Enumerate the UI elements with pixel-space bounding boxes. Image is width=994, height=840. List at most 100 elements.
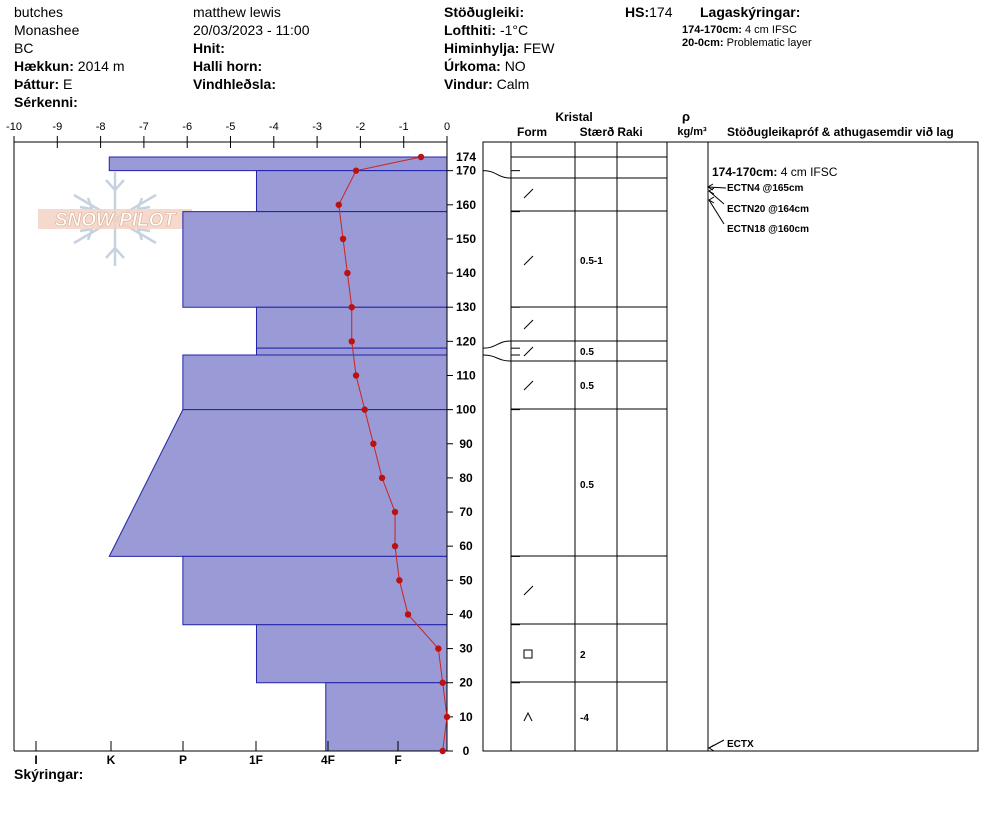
grain-size-label: 0.5	[580, 347, 594, 358]
grain-size-label: 0.5-1	[580, 256, 603, 267]
density-unit: kg/m³	[677, 126, 707, 138]
test-pointer	[708, 190, 725, 205]
form-header: Form	[517, 125, 547, 139]
height-tick-label: 150	[456, 232, 476, 246]
temp-tick-label: -1	[399, 121, 409, 133]
temperature-point	[391, 542, 399, 550]
temp-tick-label: -7	[139, 121, 149, 133]
grain-form-square-icon	[523, 649, 533, 659]
coords-label: Hnit:	[193, 40, 225, 56]
temperature-point	[404, 611, 412, 618]
temperature-point	[378, 474, 386, 482]
test-arrow-icon	[708, 196, 715, 204]
height-tick-label: 170	[456, 164, 476, 178]
grain-size-label: -4	[580, 713, 589, 724]
temp-tick-label: -4	[269, 121, 279, 133]
hardness-layer	[255, 624, 448, 684]
hardness-label: K	[107, 753, 116, 767]
temperature-point	[352, 167, 360, 174]
hardness-layer	[255, 347, 448, 356]
hardness-layer	[255, 170, 448, 213]
temperature-point	[361, 406, 368, 413]
layer-connector	[482, 340, 512, 349]
hardness-layer	[325, 682, 448, 752]
grain-form-depth-hoar-icon	[523, 711, 533, 722]
height-tick-label: 20	[459, 676, 473, 690]
temp-tick-label: -10	[6, 121, 22, 133]
temp-tick-label: -2	[356, 121, 366, 133]
tests-header: Stöðugleikapróf & athugasemdir við lag	[727, 125, 954, 139]
temperature-point	[335, 201, 342, 208]
wind-row: Vindur: Calm	[444, 75, 529, 93]
features-row: Sérkenni:	[14, 93, 78, 111]
layer-comment-text: 4 cm IFSC	[777, 165, 837, 179]
density-symbol: ρ	[682, 109, 690, 124]
precip-row: Úrkoma: NO	[444, 57, 526, 75]
test-arrow-icon	[708, 744, 715, 752]
sky-row: Himinhylja: FEW	[444, 39, 554, 57]
temperature-point	[339, 235, 347, 243]
layer-note-1: 174-170cm: 4 cm IFSC	[682, 24, 797, 36]
grain-form-faceted-icon	[523, 585, 534, 596]
layer-connector	[482, 354, 512, 362]
height-tick-label: 50	[459, 573, 473, 587]
stability-row: Stöðugleiki:	[444, 3, 524, 21]
height-top-label: 174	[456, 150, 476, 164]
test-label: ECTN4 @165cm	[727, 183, 804, 194]
sky-label: Himinhylja:	[444, 40, 520, 56]
coords-row: Hnit:	[193, 39, 225, 57]
layer-comment-range: 174-170cm:	[712, 165, 777, 179]
wind-loading-row: Vindhleðsla:	[193, 75, 276, 93]
precip-label: Úrkoma:	[444, 58, 501, 74]
height-tick-label: 130	[456, 300, 476, 314]
left-axes: -10 -9 -8 -7 -6 -5 -4 -3 -2 -1 0I K P 1F 4F F0102030405…	[6, 121, 476, 767]
hardness-layer	[108, 156, 448, 172]
temperature-point	[417, 153, 425, 161]
height-tick-label: 70	[459, 505, 473, 519]
test-arrow-icon	[708, 187, 715, 195]
height-tick-label: 0	[463, 744, 470, 758]
temperature-point	[396, 577, 403, 584]
test-pointer	[707, 186, 727, 189]
temperature-point	[443, 713, 451, 721]
hardness-label: P	[179, 753, 187, 767]
layer-desc-title: Lagaskýringar:	[700, 4, 801, 20]
temperature-point	[344, 269, 351, 277]
test-label: ECTN18 @160cm	[727, 224, 809, 235]
temperature-point	[439, 679, 446, 686]
slope-row: Halli horn:	[193, 57, 262, 75]
aspect-label: Þáttur:	[14, 76, 60, 92]
size-header: Stærð	[580, 125, 615, 139]
grain-form-faceted-icon	[523, 380, 534, 391]
height-tick-label: 100	[456, 403, 476, 417]
temp-tick-label: 0	[444, 121, 450, 133]
test-label: ECTX	[727, 739, 754, 750]
temp-tick-label: -5	[226, 121, 236, 133]
grain-size-label: 0.5	[580, 381, 594, 392]
grain-size-label: 2	[580, 650, 586, 661]
height-tick-label: 60	[459, 539, 473, 553]
hardness-label: 4F	[321, 753, 335, 767]
height-tick-label: 160	[456, 198, 476, 212]
grain-size-label: 0.5	[580, 480, 594, 491]
height-tick-label: 80	[459, 471, 473, 485]
temperature-point	[439, 747, 446, 755]
sky-value: FEW	[523, 40, 555, 56]
height-tick-label: 110	[456, 368, 476, 382]
air-temp-value: -1°C	[499, 22, 529, 38]
temperature-point	[370, 440, 377, 447]
legend-row: Skýringar:	[14, 765, 83, 783]
aspect-value: E	[63, 76, 73, 92]
temp-tick-label: -6	[182, 121, 192, 133]
hardness-label: 1F	[249, 753, 263, 767]
layer-table: Kristal Form Stærð Raki ρ kg/m³ Stöðugleikapró…	[482, 109, 979, 752]
temperature-point	[391, 508, 399, 516]
hardness-layer	[182, 211, 448, 308]
grain-form-faceted-icon	[523, 319, 534, 330]
hardness-layers	[108, 156, 448, 752]
height-tick-label: 30	[459, 642, 473, 656]
height-tick-label: 140	[456, 266, 476, 280]
crystal-header: Kristal	[555, 110, 592, 124]
test-pointer	[708, 199, 725, 225]
grain-form-faceted-icon	[523, 255, 534, 266]
